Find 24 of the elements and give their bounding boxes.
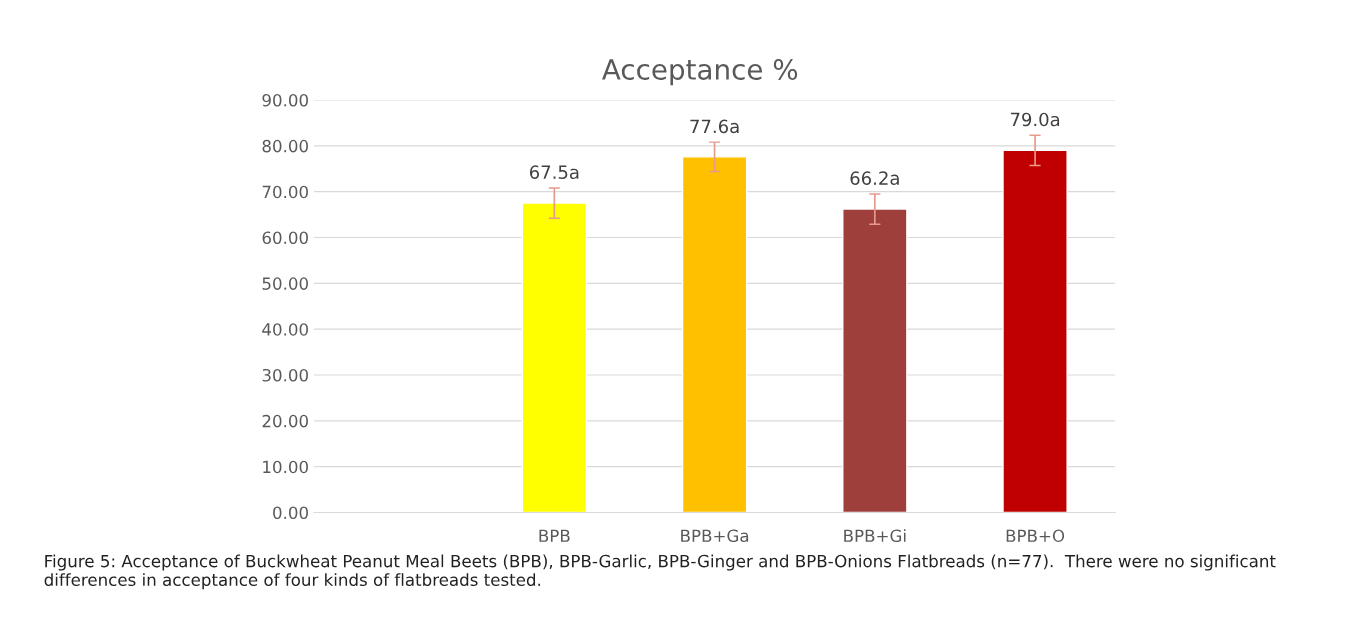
data-label: 66.2a: [850, 171, 899, 185]
caption: Figure 5: Acceptance of Buckwheat Peanut Meal Beets (BPB), BPB-Garlic, BPB-Ginger and BPB-Onions Flatbreads (n=77). There were no significant differences in acceptance of four kinds of flatbreads tested.: [44, 554, 1276, 590]
data-label: 77.6a: [690, 119, 739, 134]
x-tick-label: BPB: [539, 529, 570, 542]
chart-title: Acceptance %: [602, 58, 798, 86]
y-tick-label: 60.00: [262, 231, 308, 245]
bar: [1002, 149, 1068, 513]
x-tick-label: BPB+Gi: [844, 529, 906, 543]
y-tick-label: 70.00: [262, 185, 308, 199]
y-tick-label: 10.00: [263, 460, 308, 474]
x-tick-label: BPB+Ga: [681, 529, 749, 543]
data-label: 79.0a: [1010, 112, 1060, 127]
y-tick-label: 80.00: [262, 139, 308, 153]
x-tick-label: BPB+O: [1006, 529, 1065, 543]
y-tick-label: 50.00: [262, 277, 308, 290]
y-tick-label: 20.00: [262, 414, 308, 428]
bar: [842, 208, 908, 513]
y-tick-label: 90.00: [262, 93, 308, 107]
y-tick-label: 30.00: [262, 368, 308, 382]
bar: [681, 156, 748, 513]
data-label: 67.5a: [529, 165, 579, 179]
y-tick-label: 0.00: [273, 506, 308, 520]
y-tick-label: 40.00: [262, 323, 308, 336]
bar: [521, 202, 588, 513]
